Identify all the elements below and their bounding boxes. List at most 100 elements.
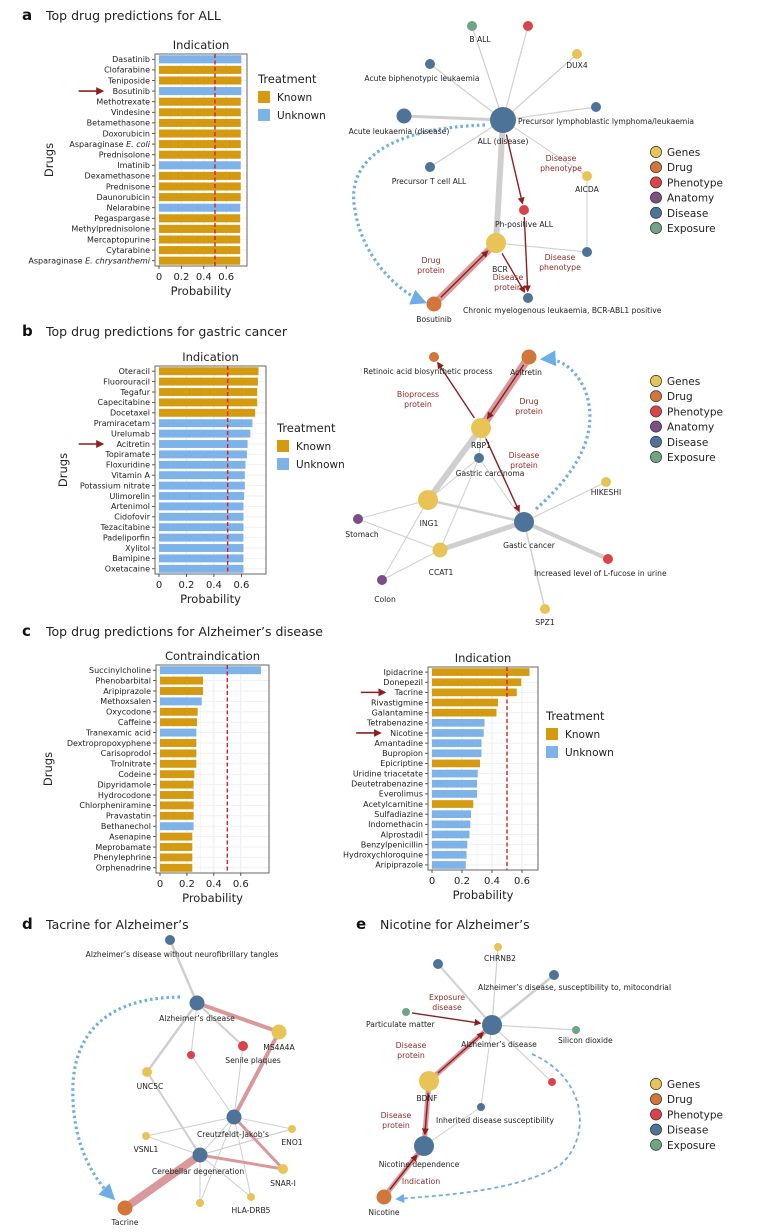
bar <box>159 492 245 500</box>
edge <box>190 1054 235 1118</box>
y-tick-label: Amantadine <box>374 739 423 748</box>
path-arrow <box>501 253 526 294</box>
edge <box>429 63 504 121</box>
node-label: B ALL <box>469 35 491 44</box>
node-drug <box>521 349 537 365</box>
bar <box>159 408 256 417</box>
node-label: Precursor lymphoblastic lymphoma/leukaem… <box>518 117 694 126</box>
bar <box>159 108 241 117</box>
node-gene <box>288 1125 296 1133</box>
bar <box>159 533 244 542</box>
node-label: Chronic myelogenous leukaemia, BCR-ABL1 … <box>463 306 662 315</box>
node-label: Alzheimer’s disease, susceptibility to, … <box>478 983 671 992</box>
edge-label: Disease protein <box>509 451 540 470</box>
edge <box>491 974 555 1026</box>
edge-label: Indication <box>402 1177 440 1186</box>
legend-title: Treatment <box>257 72 317 86</box>
edge-label-line: Disease <box>493 273 524 282</box>
bar <box>160 811 194 820</box>
bar <box>159 388 258 396</box>
bar <box>159 398 258 407</box>
edge <box>199 1154 252 1198</box>
edge-label: Disease protein <box>396 1041 427 1060</box>
bar <box>159 150 241 159</box>
panel-title: Top drug predictions for gastric cancer <box>45 324 288 339</box>
edge <box>357 518 441 551</box>
path-arrow <box>389 1154 418 1190</box>
node-label: Cerebellar degeneration <box>152 1167 244 1176</box>
y-tick-label: Vindesine <box>111 108 150 117</box>
bar <box>159 523 244 532</box>
node-label: Ph-positive ALL <box>495 220 554 229</box>
bar <box>432 718 485 727</box>
bar <box>159 502 244 511</box>
y-tick-label: Dexamethasone <box>85 172 151 181</box>
x-tick-label: 0 <box>429 876 435 887</box>
panel-a-header: a Top drug predictions for ALL <box>22 6 221 24</box>
y-tick-label: Phenobarbital <box>95 676 151 685</box>
node-drug <box>426 296 442 312</box>
legend-title: Treatment <box>276 421 336 435</box>
bar-chart-ad-contraindication: Contraindication SuccinylcholinePhenobarb… <box>41 649 270 905</box>
prediction-arrow <box>534 350 592 511</box>
node-phenotype <box>238 1041 248 1051</box>
y-tick-label: Tezacitabine <box>99 523 150 532</box>
bar <box>159 87 242 96</box>
y-tick-label: Bupropion <box>382 749 423 758</box>
legend-label: Drug <box>667 162 693 174</box>
edge <box>523 481 607 523</box>
node-disease <box>425 162 435 172</box>
legend-label: Phenotype <box>667 1109 723 1121</box>
edge-label: Disease protein <box>493 273 524 292</box>
y-tick-label: Artenimol <box>111 502 150 511</box>
node-label: Precursor T cell ALL <box>392 177 467 186</box>
y-axis-label: Drugs <box>56 453 70 487</box>
plot-frame <box>154 365 267 575</box>
legend-dot-gene <box>650 1078 662 1090</box>
x-tick-label: 0.6 <box>233 879 249 890</box>
y-tick-label: Methoxsalen <box>100 697 151 706</box>
bar <box>160 801 194 810</box>
legend-swatch-known <box>546 728 558 740</box>
bar <box>159 118 241 127</box>
y-tick-label: Benzylpenicillin <box>361 840 423 849</box>
edge <box>381 549 441 581</box>
bar <box>160 822 194 831</box>
y-tick-label: Dipyridamole <box>97 780 151 789</box>
edge <box>502 53 578 121</box>
node-disease <box>192 1147 208 1163</box>
edge <box>502 119 588 177</box>
bar <box>159 450 247 459</box>
y-tick-label: Aripiprazole <box>375 861 423 870</box>
edge <box>146 1071 201 1156</box>
bar <box>159 377 258 386</box>
node-label: Senile plaques <box>225 1056 280 1065</box>
y-tick-label: Asenapine <box>109 832 151 841</box>
panel-d-header: d Tacrine for Alzheimer’s <box>22 915 189 933</box>
node-type-legend: Genes Drug Phenotype Anatomy Disease Exposure <box>650 375 723 464</box>
edge-label-line: protein <box>397 1051 425 1060</box>
node-disease <box>582 247 592 257</box>
bar <box>159 140 241 149</box>
node-gene <box>486 233 506 253</box>
node-label: Acitretin <box>510 368 542 377</box>
legend-label: Exposure <box>667 452 716 464</box>
edge <box>439 457 480 551</box>
y-tick-label: Asparaginase E. chrysanthemi <box>28 257 150 266</box>
y-tick-label: Floxuridine <box>106 461 150 470</box>
x-axis-label: Probability <box>171 284 232 298</box>
node-label: BDNF <box>416 1094 437 1103</box>
y-tick-label: Topiramate <box>104 450 150 459</box>
y-tick-part: E. coli <box>126 140 151 149</box>
legend-dot-phenotype <box>650 176 662 189</box>
node-label: Creutzfeldt-Jakob’s <box>197 1130 269 1139</box>
edge <box>491 1024 577 1031</box>
bar <box>160 718 198 727</box>
legend-dot-disease <box>650 206 662 219</box>
node-disease <box>591 102 601 112</box>
edge-label-line: phenotype <box>539 263 581 272</box>
bar <box>159 214 241 223</box>
network-nicotine: CHRNB2 Alzheimer’s disease, susceptibilit… <box>366 943 671 1217</box>
bar <box>159 65 242 74</box>
